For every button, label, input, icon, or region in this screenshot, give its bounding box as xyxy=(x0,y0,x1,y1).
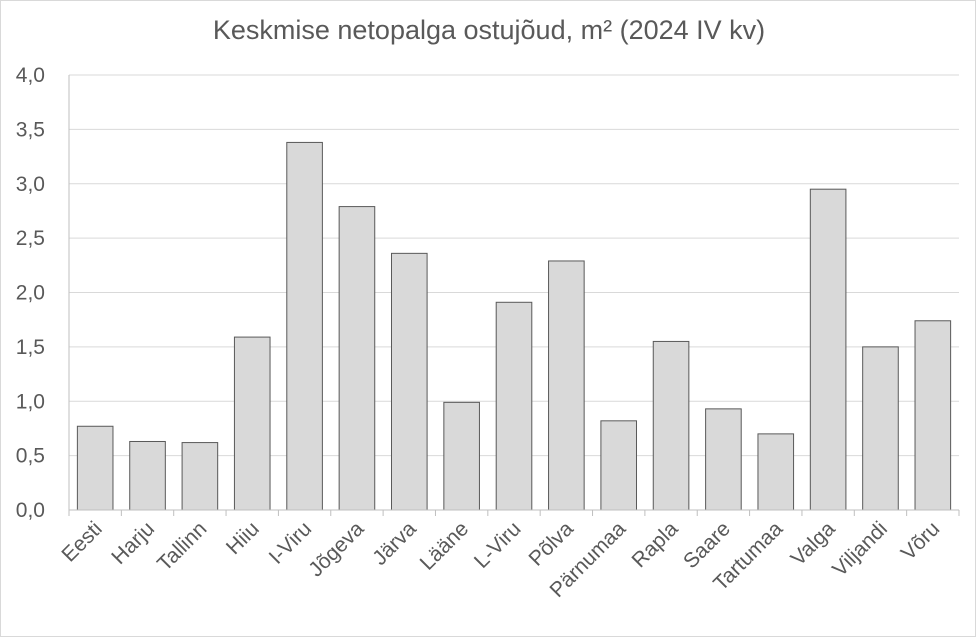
bar-valga xyxy=(809,188,847,511)
x-category-label: Eesti xyxy=(57,517,106,566)
y-tick-label: 2,5 xyxy=(16,227,45,250)
x-category-label: Järva xyxy=(368,517,421,570)
bar-l-ne xyxy=(443,401,480,511)
bar-l-viru xyxy=(495,301,533,511)
y-tick-label: 3,5 xyxy=(16,118,45,141)
x-category-label: Tallinn xyxy=(153,517,211,575)
bar-i-viru xyxy=(286,141,323,511)
x-category-label: Rapla xyxy=(628,517,683,572)
bar-hiiu xyxy=(233,336,271,511)
x-category-label: Jõgeva xyxy=(304,517,368,581)
y-tick-label: 3,0 xyxy=(16,173,45,196)
x-category-label: Võru xyxy=(897,517,945,565)
bar-tartumaa xyxy=(757,433,795,511)
bar-j-rva xyxy=(390,252,428,511)
bar-eesti xyxy=(76,425,114,511)
chart-title: Keskmise netopalga ostujõud, m² (2024 IV… xyxy=(212,15,766,45)
x-category-label: Lääne xyxy=(416,517,474,575)
x-category-label: Viljandi xyxy=(828,517,892,581)
x-category-label: L-Viru xyxy=(470,517,526,573)
y-tick-label: 4,0 xyxy=(16,64,45,87)
bar-saare xyxy=(705,408,742,511)
y-tick-label: 1,5 xyxy=(16,336,45,359)
bar-harju xyxy=(129,440,166,511)
bar-p-rnumaa xyxy=(600,420,638,511)
bar-p-lva xyxy=(548,260,585,511)
bar-j-geva xyxy=(338,206,376,511)
y-tick-labels: 0,0 0,5 1,0 1,5 2,0 2,5 3,0 3,5 4,0 xyxy=(16,64,45,522)
bars xyxy=(76,141,952,511)
y-tick-label: 0,0 xyxy=(16,499,45,522)
y-tick-label: 1,0 xyxy=(16,390,45,413)
bar-v-ru xyxy=(914,320,952,511)
bar-tallinn xyxy=(181,442,219,511)
y-tick-label: 0,5 xyxy=(16,445,45,468)
x-category-label: Harju xyxy=(107,517,159,569)
bar-rapla xyxy=(652,340,690,511)
axes xyxy=(68,75,960,516)
bar-viljandi xyxy=(862,346,899,511)
y-tick-label: 2,0 xyxy=(16,282,45,305)
x-category-label: Hiiu xyxy=(222,517,264,559)
